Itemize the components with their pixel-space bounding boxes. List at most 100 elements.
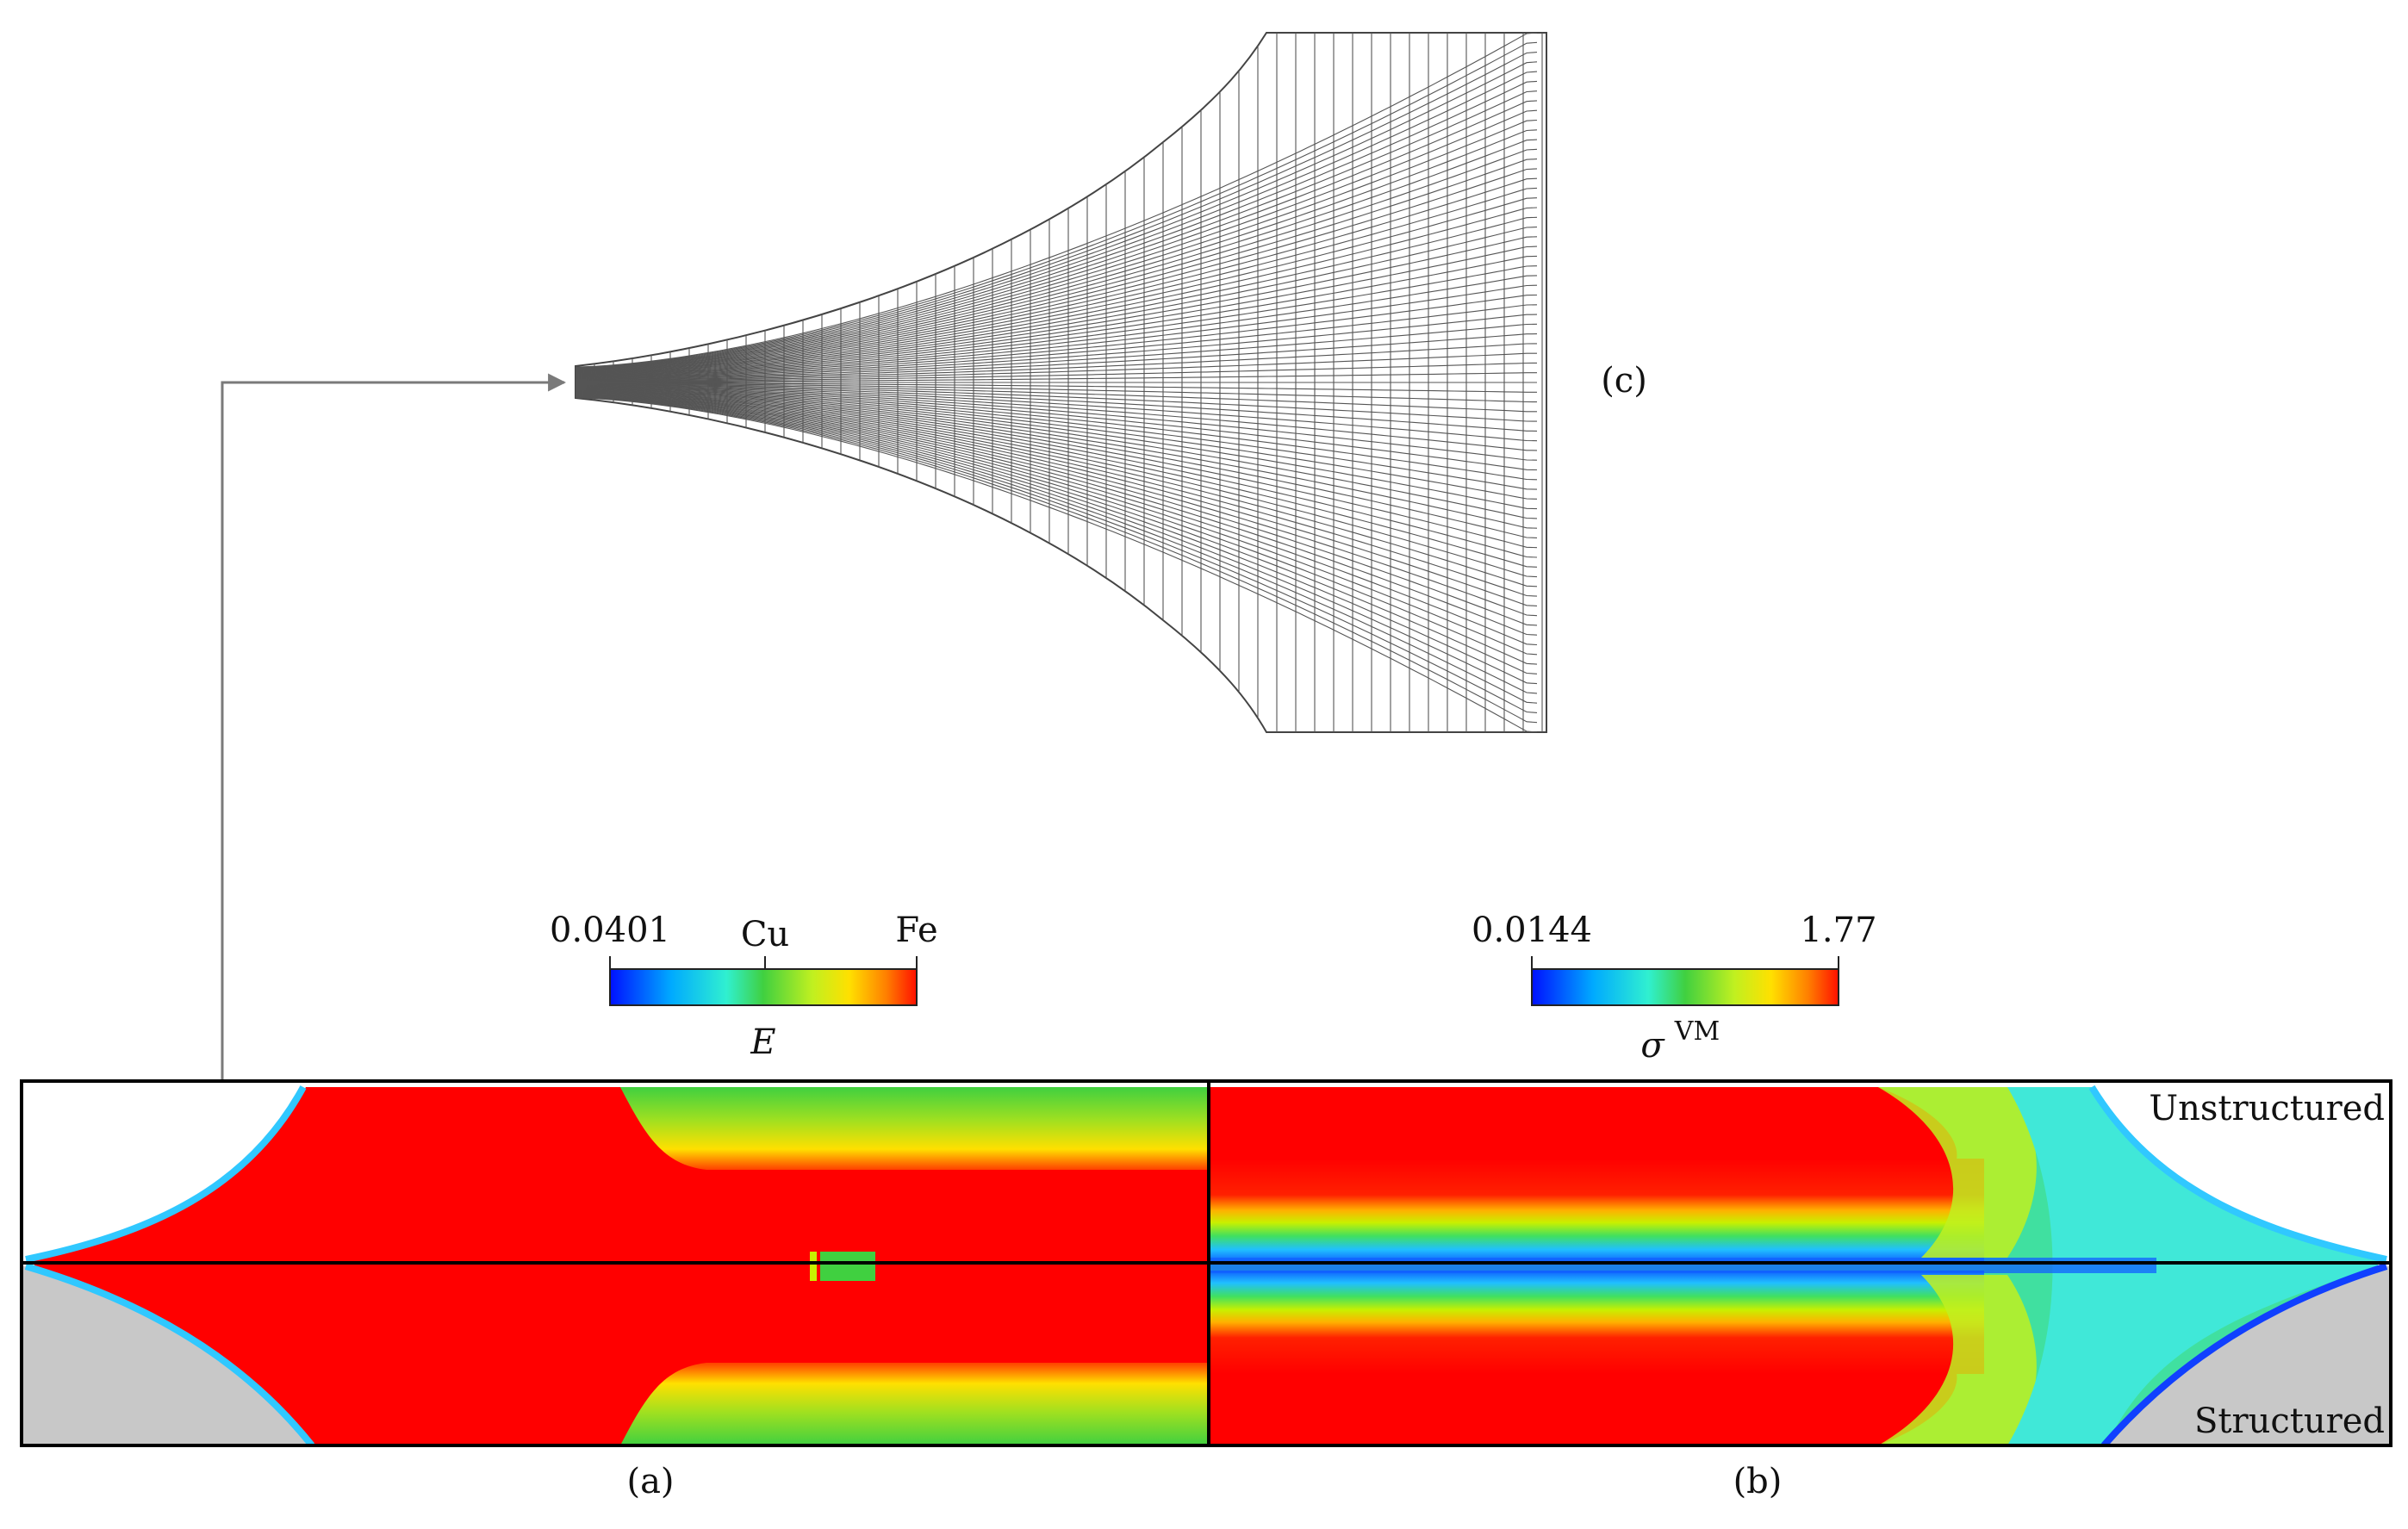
mesh-line (576, 394, 1538, 656)
panel-a-edge-bottom (24, 1263, 315, 1445)
mesh-line (576, 395, 1538, 685)
panel-a-upper-band (620, 1087, 1209, 1170)
colorbar-e-gradient (609, 968, 918, 1006)
colorbar-e-mid-label: Cu (741, 915, 789, 954)
mesh-line (576, 383, 1538, 432)
mesh-line (576, 284, 1538, 379)
colorbar-e-min-label: 0.0401 (550, 911, 670, 950)
mesh-line (576, 362, 1538, 382)
mesh-line (576, 386, 1538, 481)
mesh-panel: (c) (575, 32, 1647, 733)
mesh-line (576, 314, 1538, 381)
mesh-line (576, 275, 1538, 379)
mesh-line (576, 387, 1538, 510)
mesh-line (576, 177, 1538, 375)
mesh-line (576, 387, 1538, 500)
mesh-line (576, 52, 1538, 369)
colorbar-e-max-label: Fe (895, 911, 937, 950)
mesh-line (576, 187, 1538, 375)
mesh-line (576, 397, 1538, 732)
panel-b-lower-gradient (1209, 1271, 1984, 1374)
mesh-line (576, 139, 1538, 373)
mesh-line (576, 384, 1538, 451)
mesh-line (576, 197, 1538, 376)
panel-b-centerline (1209, 1258, 2156, 1273)
panel-a-label: (a) (626, 1462, 674, 1501)
mesh-line (576, 352, 1537, 382)
mesh-line (576, 246, 1538, 377)
mesh-line (576, 396, 1538, 724)
colorbar-e: 0.0401 Cu Fe E (550, 911, 938, 1062)
mesh-line (576, 396, 1538, 713)
panel-a-lower-band (620, 1363, 1209, 1445)
mesh-line (576, 382, 1537, 393)
colorbar-vm-min-label: 0.0144 (1472, 911, 1592, 950)
panel-a-red-body (34, 1087, 1209, 1445)
mesh-line (576, 41, 1538, 369)
mesh-line (576, 333, 1538, 382)
panel-a-void-region (22, 1266, 310, 1445)
mesh-line (576, 207, 1538, 376)
colorbar-vm-max-label: 1.77 (1800, 911, 1876, 950)
mesh-line (576, 158, 1538, 374)
panel-b-label: (b) (1733, 1462, 1783, 1501)
mesh-line (576, 71, 1538, 370)
mesh-line (576, 388, 1538, 519)
unstructured-label: Unstructured (2149, 1089, 2385, 1128)
panel-b-void-region (2106, 1266, 2391, 1445)
mesh-line (576, 119, 1538, 372)
mesh-line (576, 391, 1538, 597)
mesh-line (576, 236, 1538, 377)
mesh-line (576, 148, 1538, 373)
mesh-line (576, 384, 1538, 442)
mesh-line (576, 382, 1538, 403)
mesh-line (576, 385, 1538, 461)
mesh-line (576, 389, 1538, 568)
colorbar-vm: 0.0144 1.77 σ VM (1472, 911, 1877, 1066)
mesh-line (576, 392, 1538, 617)
mesh-line (576, 395, 1538, 704)
mesh-line (576, 390, 1538, 578)
mesh-line (576, 90, 1538, 370)
mesh-line (576, 393, 1538, 636)
mesh-line (576, 395, 1538, 674)
mesh-line (576, 227, 1538, 376)
mesh-line (576, 265, 1538, 378)
mesh-line (576, 385, 1538, 471)
mesh-line (576, 390, 1538, 587)
mesh-line (576, 61, 1538, 370)
mesh-line (576, 388, 1538, 538)
mesh-line (576, 394, 1538, 665)
mesh-line (576, 391, 1538, 606)
mesh-line (576, 386, 1538, 490)
structured-label: Structured (2194, 1402, 2385, 1441)
mesh-line (576, 395, 1538, 694)
mesh-line (576, 294, 1538, 380)
mesh-line (576, 388, 1538, 549)
colorbar-e-symbol: E (750, 1022, 775, 1062)
panel-a-edge-top (25, 1085, 307, 1263)
mesh-line (576, 109, 1538, 371)
mesh-line (576, 33, 1538, 368)
colorbar-vm-superscript: VM (1674, 1016, 1720, 1047)
mesh-line (576, 393, 1538, 646)
mesh-line (576, 392, 1538, 626)
mesh-line (576, 389, 1538, 558)
mesh-line (576, 216, 1538, 376)
mesh-line (576, 343, 1538, 382)
panel-c-label: (c) (1601, 361, 1647, 401)
leader-arrow (221, 373, 567, 1249)
mesh-line (576, 323, 1538, 381)
mesh-line (576, 100, 1538, 371)
mesh-line (576, 129, 1538, 372)
mesh-line (576, 304, 1538, 380)
panel-a-center-marker (820, 1252, 875, 1281)
colorbar-vm-symbol: σ (1640, 1026, 1665, 1066)
mesh-line (576, 388, 1538, 529)
mesh-line (576, 168, 1538, 374)
colorbar-vm-gradient (1531, 968, 1839, 1006)
panel-b-upper-gradient (1209, 1159, 1984, 1262)
mesh-line (576, 80, 1538, 370)
mesh-line (576, 372, 1537, 383)
mesh-line (576, 382, 1537, 413)
